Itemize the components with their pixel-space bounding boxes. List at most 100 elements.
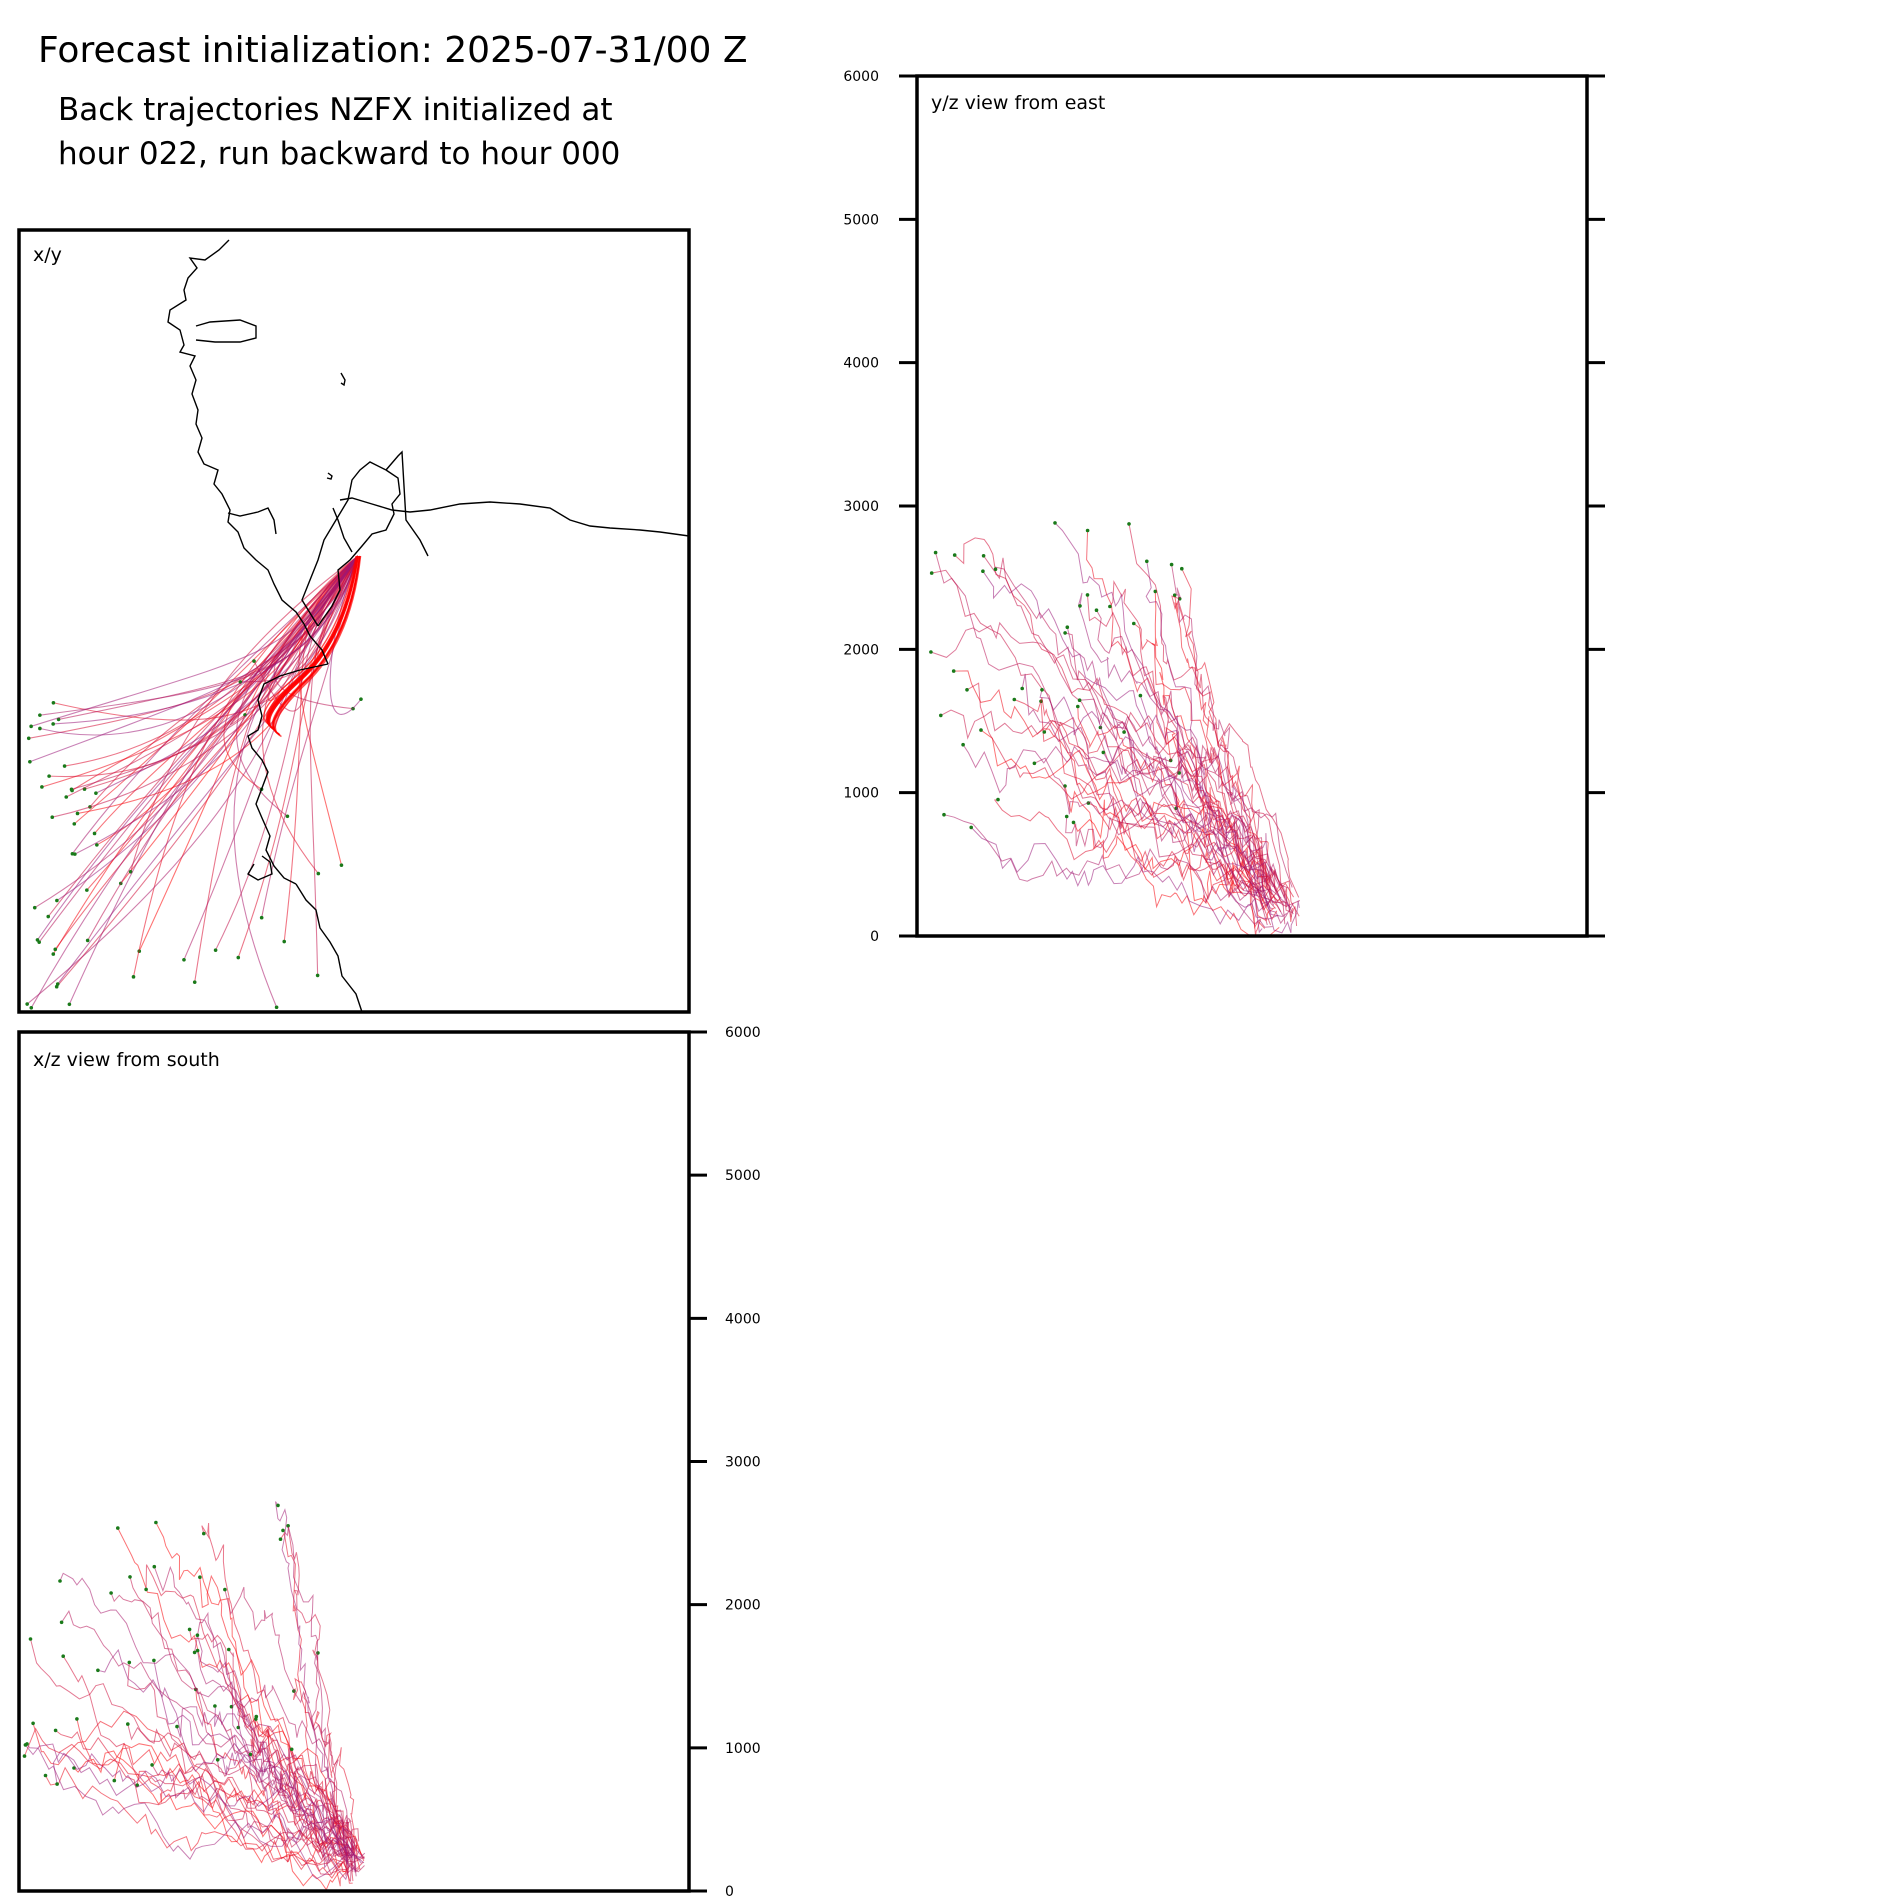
xz-trajectory <box>52 1751 365 1880</box>
coastline-segment <box>195 319 257 343</box>
xy-trajectory <box>29 555 359 763</box>
xz-endpoint-marker <box>278 1537 283 1541</box>
yz-endpoint-marker <box>939 713 943 718</box>
yz-trajectory <box>983 555 1284 907</box>
xy-endpoint-marker <box>38 713 42 717</box>
yz-trajectory <box>1096 609 1293 888</box>
coastline-segment <box>167 239 329 665</box>
yz-trajectory <box>1054 522 1269 908</box>
xz-endpoint-marker <box>128 1575 132 1579</box>
yz-trajectory <box>1064 785 1280 937</box>
xz-endpoint-marker <box>28 1637 33 1641</box>
xz-endpoint-marker <box>152 1564 157 1569</box>
xz-trajectory <box>196 1635 357 1881</box>
xy-endpoint-marker <box>73 852 77 856</box>
xy-endpoint-marker <box>85 938 90 943</box>
yz-endpoint-marker <box>1169 562 1174 567</box>
xz-trajectory <box>59 1572 365 1863</box>
subtitle-line-1: Back trajectories NZFX initialized at <box>58 92 613 128</box>
yz-trajectory <box>1102 752 1300 934</box>
xy-endpoint-marker <box>274 1005 279 1010</box>
xy-endpoint-marker <box>315 973 320 978</box>
yz-trajectory <box>993 799 1281 904</box>
yz-endpoint-marker <box>1064 814 1069 819</box>
xy-endpoint-marker <box>252 659 256 663</box>
xy-endpoint-marker <box>55 898 59 903</box>
yz-trajectory <box>1065 795 1289 889</box>
yz-endpoint-marker <box>1053 521 1057 525</box>
yz-endpoint-marker <box>965 688 969 692</box>
yz-endpoint-marker <box>951 669 956 673</box>
xy-trajectory <box>30 555 359 727</box>
xy-endpoint-marker <box>131 975 136 979</box>
xy-endpoint-marker <box>316 871 321 876</box>
xz-endpoint-marker <box>96 1668 100 1673</box>
yz-trajectory <box>940 709 1265 894</box>
xy-trajectory <box>236 555 359 817</box>
yz-endpoint-marker <box>1145 559 1149 564</box>
yz-trajectory <box>1021 673 1270 900</box>
xy-trajectory-recent <box>267 555 359 730</box>
xy-endpoint-marker <box>51 952 56 956</box>
xz-endpoint-marker <box>112 1778 117 1783</box>
xy-trajectory-recent <box>265 555 358 729</box>
coastline-segment <box>332 507 353 553</box>
yz-endpoint-marker <box>1172 593 1177 597</box>
xy-endpoint-marker <box>75 811 80 816</box>
xz-endpoint-marker <box>215 1758 220 1762</box>
yz-trajectory <box>1171 564 1273 910</box>
coastline-segment <box>340 372 346 387</box>
xy-trajectory <box>34 555 359 909</box>
xy-trajectory <box>71 555 359 855</box>
xz-trajectory <box>30 1638 365 1875</box>
xy-endpoint-marker <box>53 947 58 952</box>
xz-trajectory <box>194 1611 356 1851</box>
xy-endpoint-marker <box>55 982 60 986</box>
xz-tick-label: 2000 <box>725 1598 761 1614</box>
xy-endpoint-marker <box>25 1002 29 1006</box>
yz-trajectory <box>1139 695 1263 934</box>
yz-trajectory <box>1128 523 1300 898</box>
yz-endpoint-marker <box>1101 750 1106 755</box>
yz-endpoint-marker <box>1127 522 1131 526</box>
xz-tick-label: 0 <box>725 1884 734 1900</box>
coastline-segment <box>247 663 329 885</box>
xz-endpoint-marker <box>213 1704 217 1708</box>
yz-endpoint-marker <box>981 569 985 573</box>
xz-endpoint-marker <box>198 1575 202 1579</box>
yz-endpoint-marker <box>1071 820 1076 825</box>
xy-trajectory <box>130 555 359 872</box>
xy-endpoint-marker <box>32 905 37 910</box>
xy-trajectory <box>37 555 359 941</box>
yz-trajectory <box>953 670 1264 911</box>
xz-endpoint-marker <box>135 1783 139 1787</box>
xz-endpoint-marker <box>187 1627 192 1632</box>
xy-trajectory-recent <box>274 555 362 738</box>
xz-trajectories <box>22 1501 366 1891</box>
xy-coastline <box>167 239 690 1013</box>
xy-endpoint-marker <box>35 938 40 942</box>
coastline-segment <box>385 450 429 557</box>
xy-endpoint-marker <box>28 759 32 764</box>
yz-endpoint-marker <box>1108 604 1112 609</box>
xy-endpoint-marker <box>285 814 290 819</box>
yz-trajectory <box>930 621 1277 892</box>
xy-endpoint-marker <box>72 822 77 826</box>
subtitle-line-2: hour 022, run backward to hour 000 <box>58 136 621 172</box>
xz-trajectory <box>151 1764 347 1857</box>
xz-trajectory <box>282 1526 350 1856</box>
xz-panel: x/z view from south 0 1000 2000 3000 4000 500… <box>17 1025 761 1900</box>
xz-trajectory <box>217 1752 357 1871</box>
coastline-segment <box>295 883 363 1013</box>
xz-endpoint-marker <box>144 1587 148 1592</box>
yz-tick-label: 5000 <box>843 212 879 228</box>
xy-endpoint-marker <box>54 984 59 989</box>
xz-endpoint-marker <box>286 1524 290 1528</box>
xy-endpoint-marker <box>29 1006 34 1010</box>
xy-endpoint-marker <box>192 980 197 984</box>
page-subtitle: Back trajectories NZFX initialized at ho… <box>58 88 620 176</box>
xy-trajectory <box>329 555 362 715</box>
xz-trajectory <box>275 1501 349 1850</box>
yz-endpoint-marker <box>981 554 986 558</box>
xz-endpoint-marker <box>175 1724 179 1729</box>
